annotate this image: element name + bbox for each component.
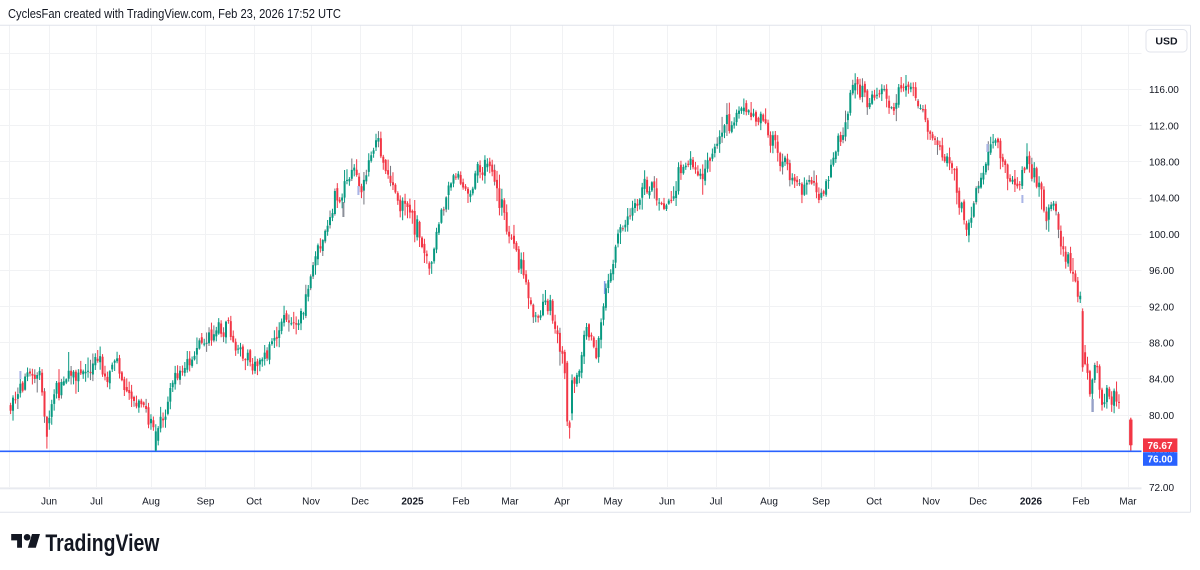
svg-text:Sep: Sep: [812, 497, 830, 508]
svg-text:Mar: Mar: [501, 497, 519, 508]
svg-text:Mar: Mar: [1119, 497, 1137, 508]
svg-text:Aug: Aug: [142, 497, 160, 508]
svg-text:Dec: Dec: [969, 497, 987, 508]
svg-text:76.67: 76.67: [1147, 441, 1172, 452]
svg-text:72.00: 72.00: [1149, 483, 1174, 494]
svg-text:Feb: Feb: [1072, 497, 1090, 508]
svg-text:USD: USD: [1155, 36, 1178, 48]
svg-text:Oct: Oct: [866, 497, 882, 508]
svg-text:112.00: 112.00: [1149, 121, 1179, 132]
svg-text:84.00: 84.00: [1149, 375, 1174, 386]
svg-text:Oct: Oct: [246, 497, 262, 508]
svg-text:2026: 2026: [1020, 497, 1043, 508]
svg-text:96.00: 96.00: [1149, 266, 1174, 277]
svg-text:TradingView: TradingView: [45, 530, 159, 557]
svg-text:CyclesFan created with Trading: CyclesFan created with TradingView.com, …: [8, 7, 341, 21]
svg-text:108.00: 108.00: [1149, 158, 1180, 169]
svg-text:80.00: 80.00: [1149, 411, 1174, 422]
svg-text:Sep: Sep: [197, 497, 215, 508]
svg-text:May: May: [604, 497, 623, 508]
svg-text:2025: 2025: [401, 497, 424, 508]
svg-text:Jul: Jul: [710, 497, 723, 508]
svg-text:Aug: Aug: [760, 497, 778, 508]
svg-text:100.00: 100.00: [1149, 230, 1180, 241]
svg-text:Dec: Dec: [351, 497, 369, 508]
svg-text:92.00: 92.00: [1149, 302, 1174, 313]
svg-text:Jun: Jun: [41, 497, 57, 508]
svg-text:Feb: Feb: [452, 497, 470, 508]
svg-text:Apr: Apr: [554, 497, 570, 508]
svg-text:Nov: Nov: [302, 497, 320, 508]
svg-text:Nov: Nov: [922, 497, 940, 508]
svg-text:Jun: Jun: [659, 497, 675, 508]
svg-text:76.00: 76.00: [1147, 455, 1172, 466]
svg-text:88.00: 88.00: [1149, 339, 1174, 350]
svg-text:116.00: 116.00: [1149, 85, 1179, 96]
svg-text:104.00: 104.00: [1149, 194, 1180, 205]
svg-text:Jul: Jul: [90, 497, 103, 508]
